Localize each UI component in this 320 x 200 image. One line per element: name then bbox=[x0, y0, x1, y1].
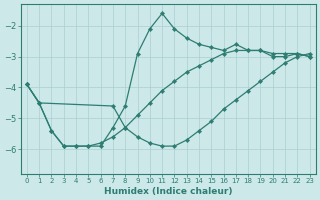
X-axis label: Humidex (Indice chaleur): Humidex (Indice chaleur) bbox=[104, 187, 233, 196]
